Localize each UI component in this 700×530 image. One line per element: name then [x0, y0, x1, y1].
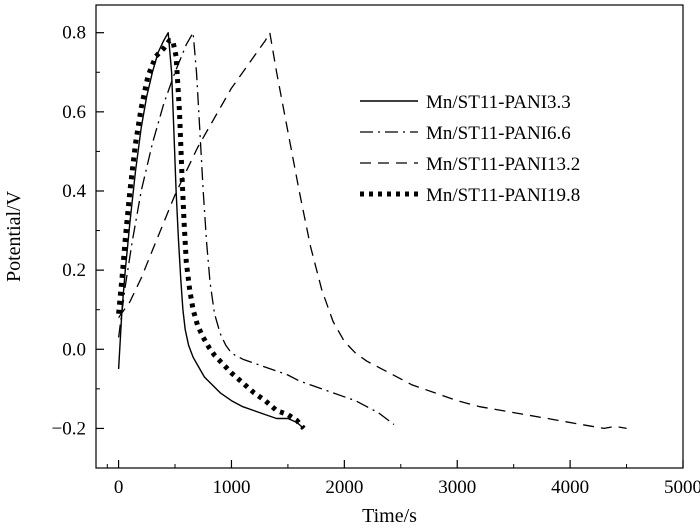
x-tick-label: 2000 — [325, 477, 363, 498]
axis-ticks: 0 1000 2000 3000 4000 5000 −0.2 0.0 0.2 0.4 0.6 0.8 — [52, 23, 700, 498]
x-axis-title: Time/s — [362, 505, 417, 527]
legend: Mn/ST11-PANI3.3 Mn/ST11-PANI6.6 Mn/ST11-PA… — [360, 92, 580, 206]
x-tick-label: 5000 — [664, 477, 700, 498]
legend-label-2: Mn/ST11-PANI6.6 — [426, 123, 571, 144]
legend-label-4: Mn/ST11-PANI19.8 — [426, 185, 580, 206]
y-tick-label: 0.4 — [62, 181, 86, 202]
y-axis-title: Potential/V — [3, 190, 25, 282]
x-tick-label: 1000 — [212, 477, 250, 498]
series-line-4 — [116, 38, 306, 431]
legend-label-1: Mn/ST11-PANI3.3 — [426, 92, 571, 113]
y-tick-label: 0.0 — [62, 339, 86, 360]
x-tick-label: 3000 — [438, 477, 476, 498]
x-tick-label: 4000 — [551, 477, 589, 498]
y-tick-label: 0.2 — [62, 260, 86, 281]
y-tick-label: −0.2 — [52, 418, 86, 439]
legend-label-3: Mn/ST11-PANI13.2 — [426, 154, 580, 175]
series-line-2 — [117, 32, 395, 426]
y-tick-label: 0.6 — [62, 102, 86, 123]
series-line-1 — [117, 32, 305, 429]
plot-area-border — [95, 4, 684, 469]
series-lines — [116, 32, 627, 431]
plot-frame — [95, 4, 684, 469]
x-tick-label: 0 — [114, 477, 124, 498]
y-tick-label: 0.8 — [62, 23, 86, 44]
